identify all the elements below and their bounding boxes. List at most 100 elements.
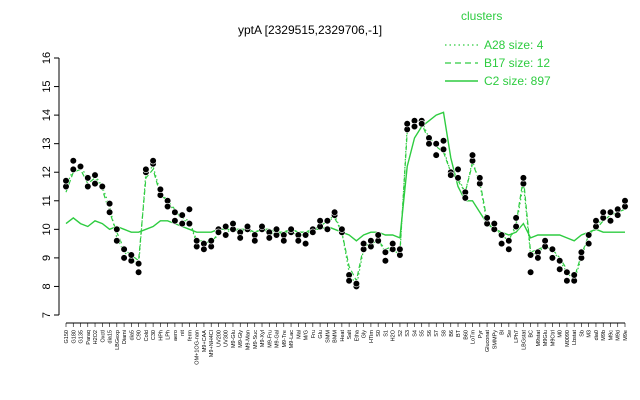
- data-point: [156, 185, 164, 193]
- x-tick-label: Etha: [354, 329, 360, 341]
- data-point: [454, 174, 462, 182]
- data-point: [403, 120, 411, 128]
- x-tick-label: M9+NH4Cl: [209, 330, 215, 357]
- data-point: [548, 254, 557, 262]
- data-point: [287, 225, 295, 233]
- data-point: [425, 140, 433, 148]
- x-tick-label: Cold: [144, 330, 150, 341]
- x-tick-label: M9-Glu: [231, 330, 237, 348]
- data-point: [498, 231, 506, 239]
- data-point: [91, 180, 99, 188]
- data-point: [432, 151, 440, 159]
- x-tick-label: M9-Xyl: [260, 330, 266, 347]
- data-point: [447, 171, 455, 179]
- data-point: [164, 202, 172, 211]
- data-point: [410, 122, 419, 131]
- data-point: [439, 145, 448, 153]
- data-point: [185, 220, 193, 228]
- x-tick-label: B60: [463, 330, 469, 340]
- data-point: [127, 251, 135, 259]
- x-tick-label: S4: [412, 330, 418, 337]
- x-tick-label: Diami: [122, 330, 128, 344]
- x-tick-label: M9-Suc: [253, 330, 259, 349]
- x-tick-label: Heat: [340, 330, 346, 342]
- data-point: [585, 240, 593, 248]
- data-point: [534, 254, 542, 262]
- x-tick-label: M9Glu: [543, 330, 549, 346]
- data-point: [229, 220, 237, 228]
- data-point: [396, 245, 404, 253]
- x-tick-label: G135: [79, 330, 85, 343]
- data-point: [338, 225, 346, 233]
- legend-label-a28: A28 size: 4: [484, 38, 544, 52]
- data-point: [563, 268, 571, 276]
- data-point: [185, 205, 193, 213]
- data-point: [548, 245, 557, 253]
- data-point: [69, 157, 77, 165]
- x-tick-label: Bl: [500, 330, 506, 335]
- x-tick-label: LBGstat: [521, 330, 527, 350]
- x-tick-label: SMMPy: [492, 330, 498, 350]
- data-point: [84, 182, 92, 191]
- data-point: [84, 174, 92, 182]
- data-point: [476, 174, 484, 182]
- data-point: [556, 257, 564, 265]
- data-point: [563, 277, 571, 285]
- data-point: [207, 237, 215, 245]
- x-tick-label: M9-Lac: [289, 330, 295, 349]
- data-point: [468, 151, 477, 159]
- x-tick-label: S6: [427, 330, 433, 337]
- data-point: [294, 237, 302, 245]
- x-tick-label: LBGexp: [115, 330, 121, 350]
- x-tick-label: LPh7: [514, 330, 520, 343]
- x-tick-label: M/G: [304, 330, 310, 340]
- x-tick-label: G150: [64, 330, 70, 343]
- x-tick-label: B6: [449, 330, 455, 337]
- x-tick-label: C90: [137, 330, 143, 340]
- x-tick-label: LPh: [166, 330, 172, 340]
- data-point: [302, 240, 310, 248]
- x-tick-label: M9c: [608, 330, 614, 341]
- data-point: [258, 222, 266, 231]
- data-point: [360, 240, 368, 248]
- x-tick-label: M9stat: [536, 330, 542, 347]
- data-point: [236, 234, 244, 242]
- data-point: [171, 208, 179, 216]
- data-point: [69, 165, 77, 173]
- x-tick-label: BMM: [333, 330, 339, 343]
- data-point: [265, 234, 273, 242]
- x-tick-label: H2O: [391, 329, 397, 341]
- x-tick-label: M9-Gal: [275, 330, 281, 348]
- data-point: [309, 228, 317, 236]
- y-tick-label: 16: [41, 52, 53, 64]
- data-point: [374, 231, 382, 239]
- x-tick-label: S8: [442, 330, 448, 337]
- x-tick-label: Sw: [507, 330, 513, 338]
- x-tick-label: Pyr: [478, 330, 484, 338]
- x-tick-label: BC: [529, 330, 535, 338]
- data-point: [381, 257, 390, 265]
- x-tick-label: Lbstat: [572, 330, 578, 345]
- data-point: [512, 214, 520, 222]
- data-point: [171, 217, 179, 225]
- data-point: [439, 137, 448, 145]
- data-point: [178, 220, 186, 228]
- x-tick-label: S1: [383, 330, 389, 337]
- x-tick-label: Gluconat: [485, 330, 491, 352]
- x-tick-label: Fru: [311, 330, 317, 338]
- x-tick-label: M9+CAA: [202, 330, 208, 352]
- x-tick-label: S3: [405, 330, 411, 337]
- x-tick-label: S2: [398, 330, 404, 337]
- x-tick-label: S0: [376, 330, 382, 337]
- x-tick-label: M9-Man: [245, 330, 251, 350]
- data-point: [585, 231, 593, 239]
- data-point: [135, 268, 143, 276]
- x-tick-label: M0: [558, 330, 564, 338]
- y-tick-label: 10: [41, 223, 53, 235]
- data-point: [526, 268, 535, 276]
- data-point: [62, 177, 70, 185]
- data-point: [76, 162, 85, 171]
- x-tick-label: BT: [456, 329, 462, 337]
- x-tick-label: M9-Tre: [282, 330, 288, 348]
- data-point: [178, 211, 186, 219]
